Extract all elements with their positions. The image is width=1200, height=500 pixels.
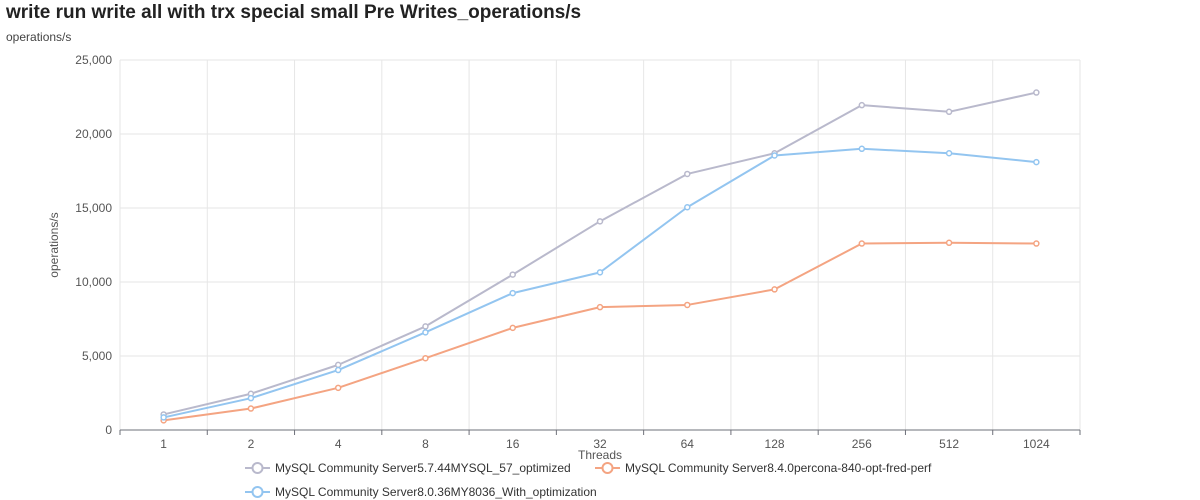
legend-item[interactable]: MySQL Community Server5.7.44MYSQL_57_opt…: [245, 461, 571, 475]
data-point: [160, 414, 167, 421]
data-point: [422, 354, 429, 362]
grid-lines: [119, 59, 1081, 430]
data-point: [247, 405, 255, 412]
x-tick-label: 256: [852, 437, 872, 451]
x-tick-label: 64: [681, 437, 695, 451]
x-tick-label: 16: [506, 437, 520, 451]
data-point: [509, 289, 516, 297]
x-tick-label: 4: [335, 437, 342, 451]
data-point: [247, 394, 255, 402]
y-tick-label: 10,000: [75, 275, 112, 289]
legend-marker-icon: [251, 486, 264, 498]
data-point: [596, 218, 604, 225]
chart-subtitle: operations/s: [6, 30, 72, 44]
y-tick-label: 0: [105, 423, 112, 437]
data-point: [1033, 240, 1040, 247]
legend-marker-icon: [251, 462, 264, 474]
legend-item[interactable]: MySQL Community Server8.0.36MY8036_With_…: [245, 485, 597, 499]
data-point: [771, 286, 778, 293]
legend-label: MySQL Community Server8.4.0percona-840-o…: [625, 461, 932, 475]
data-point: [334, 366, 342, 374]
data-point: [945, 239, 953, 247]
axes: 0 5,000 10,000 15,000 20,000 25,000 1 2 4 8 16 32 64…: [47, 53, 1081, 462]
data-point: [684, 204, 691, 211]
data-point: [858, 101, 866, 109]
data-point: [509, 271, 516, 278]
data-point: [858, 145, 866, 153]
legend-marker-icon: [601, 462, 614, 474]
x-axis-label: Threads: [578, 448, 622, 462]
data-point: [945, 108, 953, 116]
y-axis-label: operations/s: [47, 212, 61, 277]
y-tick-label: 20,000: [75, 127, 112, 141]
chart-title: write run write all with trx special sma…: [6, 2, 582, 23]
legend: MySQL Community Server5.7.44MYSQL_57_opt…: [245, 461, 932, 499]
data-point: [1033, 89, 1040, 96]
data-point: [945, 149, 953, 157]
data-point: [771, 152, 778, 159]
x-tick-label: 1: [160, 437, 167, 451]
data-point: [1033, 158, 1040, 166]
data-point: [509, 324, 516, 332]
x-tick-label: 8: [422, 437, 429, 451]
x-tick-label: 32: [593, 437, 607, 451]
series-group: [160, 89, 1040, 424]
data-point: [422, 329, 429, 336]
x-tick-label: 1024: [1023, 437, 1050, 451]
data-point: [596, 269, 604, 276]
y-tick-label: 15,000: [75, 201, 112, 215]
data-point: [334, 384, 342, 392]
data-point: [422, 323, 429, 330]
legend-label: MySQL Community Server5.7.44MYSQL_57_opt…: [275, 461, 571, 475]
y-tick-label: 5,000: [82, 349, 112, 363]
legend-label: MySQL Community Server8.0.36MY8036_With_…: [275, 485, 597, 499]
y-tick-label: 25,000: [75, 53, 112, 67]
data-point: [596, 303, 604, 311]
data-point: [684, 170, 691, 178]
data-point: [858, 240, 866, 247]
legend-item[interactable]: MySQL Community Server8.4.0percona-840-o…: [595, 461, 932, 475]
x-tick-label: 128: [765, 437, 785, 451]
data-point: [334, 361, 342, 369]
x-tick-label: 512: [939, 437, 959, 451]
x-tick-label: 2: [248, 437, 255, 451]
data-point: [684, 301, 691, 309]
